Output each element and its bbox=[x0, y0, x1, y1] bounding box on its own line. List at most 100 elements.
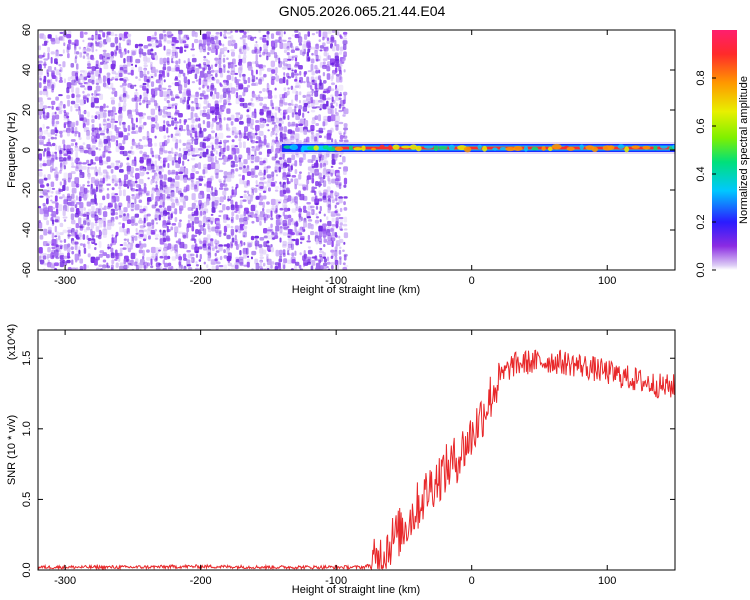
spectrogram-cell bbox=[171, 45, 176, 49]
spectrogram-cell bbox=[146, 228, 151, 236]
spectrogram-cell bbox=[70, 171, 76, 175]
spectrogram-cell bbox=[331, 82, 335, 86]
spectrogram-cell bbox=[83, 87, 87, 91]
spectrogram-cell bbox=[55, 238, 58, 245]
spectrogram-cell bbox=[202, 112, 208, 117]
spectrogram-cell bbox=[303, 118, 306, 121]
spectrogram-cell bbox=[290, 178, 294, 183]
spectrogram-cell bbox=[247, 84, 251, 88]
spectrogram-cell bbox=[246, 190, 250, 195]
spectrogram-cell bbox=[318, 237, 323, 243]
spectrogram-cell bbox=[83, 70, 88, 77]
spectrogram-cell bbox=[206, 234, 211, 240]
spectrogram-cell bbox=[287, 58, 292, 61]
spectrogram-cell bbox=[87, 189, 90, 193]
spectrogram-cell bbox=[211, 201, 215, 208]
spectrogram-cell bbox=[171, 105, 174, 109]
spectrogram-cell bbox=[142, 238, 147, 242]
spectrogram-cell bbox=[323, 135, 327, 139]
y-tick-label: 0.0 bbox=[21, 562, 33, 577]
spectrogram-cell bbox=[314, 186, 317, 190]
spectrogram-cell bbox=[51, 88, 54, 93]
spectrogram-cell bbox=[222, 64, 226, 68]
spectrogram-cell bbox=[310, 174, 313, 179]
spectrogram-cell bbox=[115, 216, 119, 220]
spectrogram-cell bbox=[322, 252, 326, 256]
colorbar-gradient bbox=[712, 30, 737, 270]
spectrogram-cell bbox=[122, 93, 127, 98]
spectrogram-cell bbox=[214, 252, 217, 257]
spectrogram-cell bbox=[134, 222, 138, 226]
spectrogram-cell bbox=[58, 63, 62, 67]
spectrogram-cell bbox=[262, 262, 266, 267]
spectrogram-cell bbox=[327, 220, 332, 227]
spectrogram-cell bbox=[198, 123, 202, 129]
y-tick-label: -60 bbox=[21, 262, 33, 278]
spectrogram-cell bbox=[275, 66, 278, 74]
snr-y-multiplier: (x10^4) bbox=[6, 324, 18, 360]
spectrogram-cell bbox=[55, 231, 60, 236]
spectrogram-cell bbox=[187, 105, 191, 110]
spectrogram-cell bbox=[186, 139, 191, 145]
spectrogram-cell bbox=[243, 87, 249, 93]
spectrogram-cell bbox=[131, 123, 136, 131]
spectrogram-cell bbox=[83, 31, 88, 35]
spectrogram-cell bbox=[310, 129, 314, 135]
spectrogram-cell bbox=[39, 100, 44, 105]
spectrogram-cell bbox=[47, 46, 51, 53]
spectrogram-cell bbox=[310, 223, 314, 230]
spectrogram-cell bbox=[311, 46, 315, 50]
spectrogram-cell bbox=[182, 160, 185, 166]
spectrogram-cell bbox=[334, 192, 340, 197]
spectrogram-cell bbox=[131, 51, 137, 56]
spectrogram-cell bbox=[83, 247, 87, 254]
spectrogram-cell bbox=[235, 91, 239, 99]
spectrogram-cell bbox=[82, 142, 86, 145]
spectrogram-cell bbox=[175, 201, 180, 206]
spectrogram-cell bbox=[215, 48, 218, 56]
spectrogram-cell bbox=[70, 100, 76, 105]
spectrogram-cell bbox=[135, 117, 138, 123]
spectrogram-cell bbox=[231, 211, 235, 217]
spectrogram-cell bbox=[303, 102, 309, 107]
spectrogram-cell bbox=[334, 120, 339, 128]
spectrogram-cell bbox=[146, 154, 150, 158]
spectrogram-cell bbox=[58, 109, 63, 112]
spectrogram-cell bbox=[111, 237, 114, 244]
spectrogram-cell bbox=[127, 232, 131, 235]
spectrogram-cell bbox=[219, 180, 222, 184]
spectrogram-cell bbox=[243, 193, 247, 199]
spectrogram-cell bbox=[159, 232, 163, 236]
spectrogram-cell bbox=[290, 42, 293, 49]
spectrogram-cell bbox=[342, 156, 346, 163]
spectrogram-cell bbox=[106, 127, 109, 134]
spectrogram-cell bbox=[215, 115, 218, 121]
spectrogram-cell bbox=[191, 168, 196, 173]
spectrogram-cell bbox=[294, 133, 300, 141]
spectrogram-cell bbox=[39, 195, 44, 198]
spectrogram-cell bbox=[58, 204, 63, 212]
spectrogram-cell bbox=[123, 183, 128, 187]
spectrogram-cell bbox=[126, 78, 130, 82]
spectrogram-cell bbox=[74, 259, 78, 263]
chart-title: GN05.2026.065.21.44.E04 bbox=[279, 3, 446, 19]
snr-y-ticks: 0.00.51.01.5 bbox=[21, 351, 675, 578]
spectrogram-cell bbox=[107, 202, 113, 208]
spectrogram-cell bbox=[199, 225, 204, 231]
spectrogram-cell bbox=[187, 96, 191, 101]
spectrogram-cell bbox=[335, 124, 339, 131]
spectrogram-cell bbox=[151, 94, 156, 98]
spectrogram-cell bbox=[295, 229, 298, 232]
spectrogram-cell bbox=[326, 106, 332, 110]
spectrogram-cell bbox=[158, 108, 163, 116]
spectrogram-cell bbox=[58, 130, 63, 134]
spectrogram-cell bbox=[54, 111, 57, 115]
spectrogram-cell bbox=[70, 246, 74, 251]
spectrogram-cell bbox=[58, 94, 63, 97]
spectrogram-cell bbox=[219, 31, 223, 37]
spectrogram-cell bbox=[327, 190, 330, 193]
spectrogram-cell bbox=[283, 162, 288, 169]
spectrogram-cell bbox=[90, 222, 95, 229]
spectrogram-cell bbox=[222, 147, 226, 153]
spectrogram-cell bbox=[251, 93, 257, 99]
